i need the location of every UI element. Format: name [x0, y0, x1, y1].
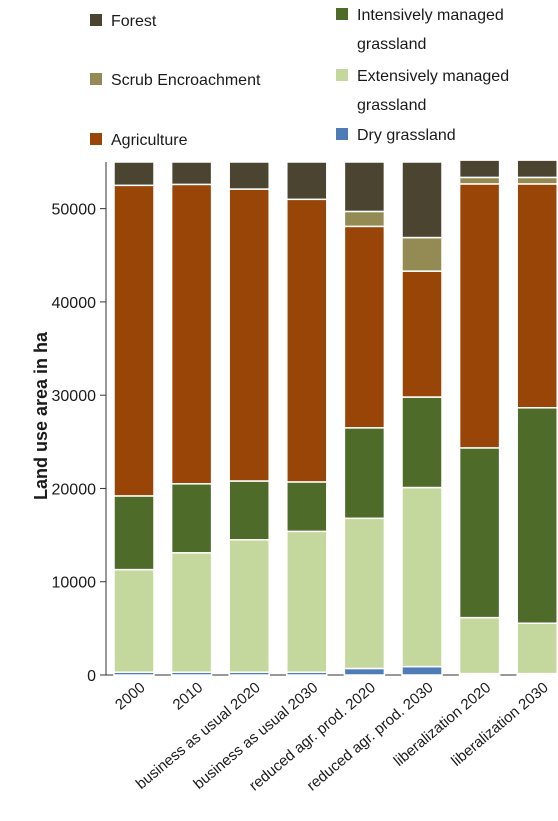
- bar-segment-scrub-encroachment: [516, 176, 558, 185]
- bar-segment-agriculture: [113, 184, 155, 497]
- x-tick-label: liberalization 2020: [391, 679, 495, 770]
- x-tick-label: 2000: [112, 679, 148, 713]
- legend-label-intensively-managed-line1: Intensively managed: [357, 7, 504, 24]
- bar-segment-intensively-managed-grassland: [458, 447, 501, 619]
- bar-segment-scrub-encroachment: [343, 210, 386, 228]
- legend-swatch-extensively-managed-grassland: [336, 69, 348, 81]
- bar-segment-agriculture: [170, 183, 213, 485]
- x-tick-label: 2010: [170, 679, 206, 713]
- legend-item-scrub-encroachment: Scrub Encroachment: [90, 72, 261, 89]
- bar-segment-intensively-managed-grassland: [228, 480, 270, 541]
- bar-segment-intensively-managed-grassland: [113, 495, 155, 571]
- bar-segment-dry-grassland: [401, 665, 443, 676]
- bar-segment-agriculture: [401, 270, 443, 398]
- bar-segment-forest: [401, 161, 443, 239]
- x-tick-label: liberalization 2030: [448, 679, 552, 770]
- legend-swatch-forest: [90, 14, 102, 26]
- legend-label-extensively-managed-line1: Extensively managed: [357, 68, 509, 85]
- bar-segment-forest: [170, 161, 213, 186]
- y-tick-label: 50000: [52, 202, 97, 219]
- legend-item-dry-grassland: Dry grassland: [336, 127, 456, 144]
- bar-segment-extensively-managed-grassland: [113, 568, 155, 673]
- bar-segment-extensively-managed-grassland: [401, 486, 443, 668]
- bar-segment-agriculture: [458, 183, 501, 449]
- y-tick-label: 30000: [52, 388, 97, 405]
- y-ticks: 0 10000 20000 30000 40000 50000: [52, 202, 106, 685]
- bar-segment-intensively-managed-grassland: [401, 396, 443, 489]
- legend-label-agriculture: Agriculture: [111, 132, 188, 149]
- bar-segment-agriculture: [343, 225, 386, 429]
- bar-segment-extensively-managed-grassland: [516, 622, 558, 675]
- legend-label-intensively-managed-line2: grassland: [357, 36, 426, 53]
- legend-swatch-scrub-encroachment: [90, 73, 102, 85]
- legend-label-extensively-managed-line2: grassland: [357, 97, 426, 114]
- bar-segment-extensively-managed-grassland: [343, 517, 386, 670]
- bar-segment-extensively-managed-grassland: [286, 530, 328, 673]
- bars: [113, 159, 558, 676]
- bar-segment-agriculture: [286, 198, 328, 483]
- legend-item-forest: Forest: [90, 13, 157, 30]
- y-axis-label: Land use area in ha: [31, 331, 51, 500]
- bar-segment-intensively-managed-grassland: [343, 427, 386, 520]
- y-tick-label: 10000: [52, 575, 97, 592]
- legend-swatch-agriculture: [90, 133, 102, 145]
- bar-segment-intensively-managed-grassland: [286, 481, 328, 533]
- y-tick-label: 0: [87, 668, 96, 685]
- bar-segment-forest: [286, 161, 328, 201]
- legend-label-dry-grassland: Dry grassland: [357, 127, 456, 144]
- legend-label-forest: Forest: [111, 13, 157, 30]
- bar-segment-intensively-managed-grassland: [170, 483, 213, 554]
- bar-segment-forest: [516, 159, 558, 179]
- bar-segment-extensively-managed-grassland: [458, 616, 501, 675]
- bar-segment-agriculture: [228, 188, 270, 482]
- legend-item-intensively-managed-grassland: Intensively managed grassland: [336, 7, 504, 53]
- bar-segment-forest: [228, 161, 270, 190]
- bar-segment-scrub-encroachment: [458, 176, 501, 185]
- bar-segment-dry-grassland: [343, 667, 386, 676]
- legend-item-agriculture: Agriculture: [90, 132, 188, 149]
- bar-segment-scrub-encroachment: [401, 236, 443, 272]
- legend-item-extensively-managed-grassland: Extensively managed grassland: [336, 68, 509, 114]
- legend-swatch-dry-grassland: [336, 128, 348, 140]
- bar-segment-forest: [458, 159, 501, 179]
- bar-segment-forest: [343, 161, 386, 213]
- y-tick-label: 40000: [52, 295, 97, 312]
- bar-segment-intensively-managed-grassland: [516, 407, 558, 624]
- bar-segment-extensively-managed-grassland: [170, 552, 213, 673]
- legend-swatch-intensively-managed-grassland: [336, 8, 348, 20]
- legend-label-scrub-encroachment: Scrub Encroachment: [111, 72, 261, 89]
- bar-segment-extensively-managed-grassland: [228, 539, 270, 673]
- bar-segment-forest: [113, 161, 155, 187]
- bar-segment-agriculture: [516, 183, 558, 409]
- y-tick-label: 20000: [52, 481, 97, 498]
- legend: Forest Scrub Encroachment Agriculture In…: [90, 7, 509, 149]
